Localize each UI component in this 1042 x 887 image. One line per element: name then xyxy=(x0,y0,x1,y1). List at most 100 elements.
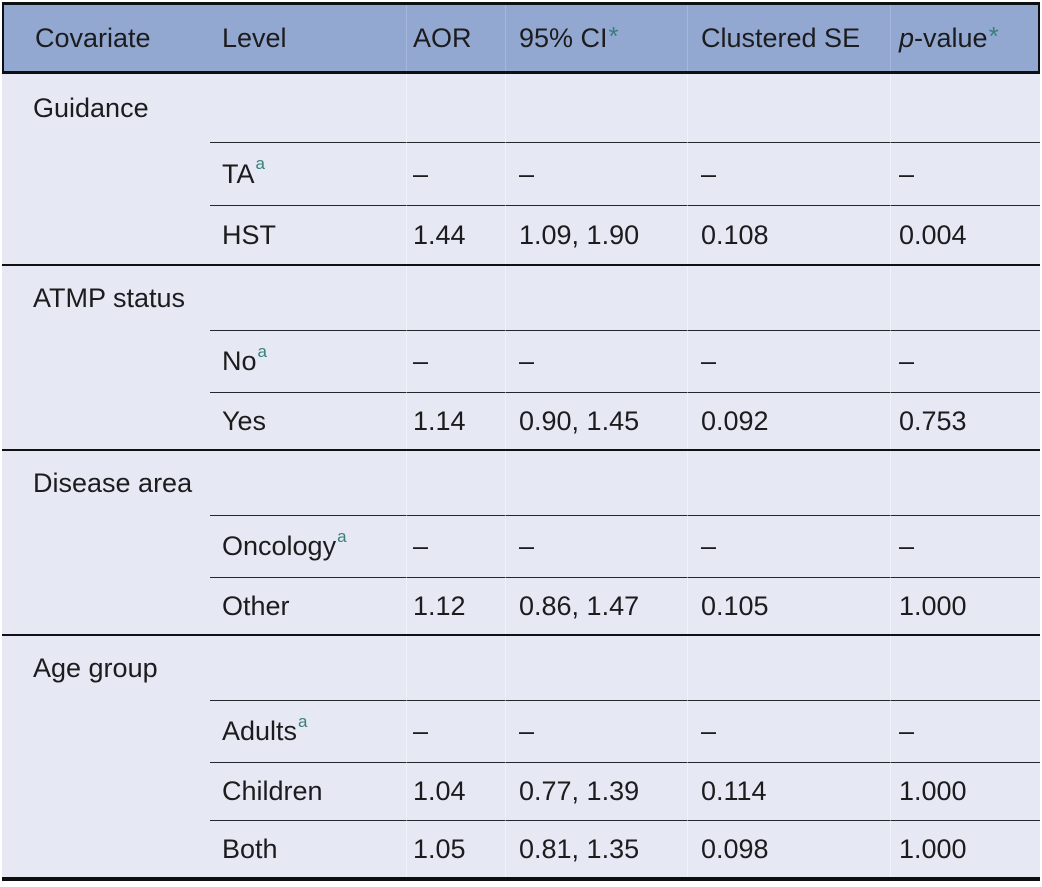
aor-cell: 1.04 xyxy=(406,763,505,821)
p-value-cell: – xyxy=(890,516,1040,578)
p-value-cell: – xyxy=(890,331,1040,393)
aor-cell: 1.44 xyxy=(406,206,505,264)
se-cell: 0.098 xyxy=(687,821,890,877)
level-label: Both xyxy=(222,833,278,864)
col-header-p-value: p -value * xyxy=(890,5,1038,71)
aor-cell: 1.12 xyxy=(406,578,505,634)
level-label: Yes xyxy=(222,405,267,436)
level-label: Children xyxy=(222,776,323,806)
covariate-cell xyxy=(2,578,210,634)
covariate-cell xyxy=(2,331,210,393)
p-value-cell: 1.000 xyxy=(890,821,1040,877)
level-label: Oncology xyxy=(222,531,337,561)
level-cell: TA a xyxy=(210,143,406,206)
reference-footnote-marker: a xyxy=(257,341,267,361)
level-cell: Other xyxy=(210,578,406,634)
covariate-cell xyxy=(2,206,210,264)
level-cell: HST xyxy=(210,206,406,264)
aor-cell xyxy=(406,451,505,516)
p-value-cell: – xyxy=(890,143,1040,206)
level-cell xyxy=(210,451,406,516)
covariate-name-row: ATMP status xyxy=(2,266,1040,331)
ci-cell: – xyxy=(505,701,687,763)
p-value-cell xyxy=(890,74,1040,143)
level-cell: Children xyxy=(210,763,406,821)
level-cell: No a xyxy=(210,331,406,393)
p-value-cell: 1.000 xyxy=(890,578,1040,634)
ci-cell: – xyxy=(505,331,687,393)
ci-cell: 0.90, 1.45 xyxy=(505,393,687,449)
col-header-level: Level xyxy=(222,22,287,53)
level-row: HST 1.44 1.09, 1.90 0.108 0.004 xyxy=(2,206,1040,266)
covariate-cell: Disease area xyxy=(33,468,193,498)
covariate-name-row: Age group xyxy=(2,636,1040,701)
covariate-cell: ATMP status xyxy=(33,283,186,313)
ci-cell: 1.09, 1.90 xyxy=(505,206,687,264)
level-row: Yes 1.14 0.90, 1.45 0.092 0.753 xyxy=(2,393,1040,451)
p-value-cell: 0.753 xyxy=(890,393,1040,449)
level-label: TA xyxy=(222,158,255,189)
level-cell: Yes xyxy=(210,393,406,449)
se-cell: – xyxy=(687,143,890,206)
aor-cell xyxy=(406,636,505,701)
ci-label: 95% CI xyxy=(519,22,608,53)
ci-cell: – xyxy=(505,143,687,206)
ci-cell: 0.86, 1.47 xyxy=(505,578,687,634)
aor-cell: – xyxy=(406,143,505,206)
covariate-name-row: Guidance xyxy=(2,74,1040,143)
aor-cell xyxy=(406,74,505,143)
se-cell: – xyxy=(687,701,890,763)
level-cell xyxy=(210,266,406,331)
level-cell: Adults a xyxy=(210,701,406,763)
se-cell xyxy=(687,636,890,701)
reference-footnote-marker: a xyxy=(298,711,308,731)
reference-footnote-marker: a xyxy=(255,154,265,173)
covariate-cell xyxy=(2,143,210,206)
level-row: No a – – – – xyxy=(2,331,1040,393)
p-value-footnote-asterisk: * xyxy=(988,20,999,51)
level-cell: Both xyxy=(210,821,406,877)
aor-cell xyxy=(406,266,505,331)
ci-cell: 0.81, 1.35 xyxy=(505,821,687,877)
ci-footnote-asterisk: * xyxy=(608,20,619,51)
col-header-clustered-se: Clustered SE xyxy=(687,5,890,71)
se-cell: 0.114 xyxy=(687,763,890,821)
aor-cell: 1.14 xyxy=(406,393,505,449)
table-body: Guidance TA a – – – – HST 1.44 1.09, 1.9… xyxy=(2,74,1040,881)
p-value-cell: – xyxy=(890,701,1040,763)
ci-cell xyxy=(505,266,687,331)
col-header-aor: AOR xyxy=(406,5,505,71)
level-row: TA a – – – – xyxy=(2,143,1040,206)
covariate-cell: Age group xyxy=(33,653,158,683)
level-cell xyxy=(210,636,406,701)
ci-cell: – xyxy=(505,516,687,578)
col-header-95ci: 95% CI * xyxy=(505,5,687,71)
p-value-cell: 1.000 xyxy=(890,763,1040,821)
p-value-label: -value xyxy=(914,22,988,53)
level-row: Both 1.05 0.81, 1.35 0.098 1.000 xyxy=(2,821,1040,877)
level-row: Children 1.04 0.77, 1.39 0.114 1.000 xyxy=(2,763,1040,821)
p-value-cell xyxy=(890,266,1040,331)
level-label: HST xyxy=(222,219,276,250)
se-cell xyxy=(687,266,890,331)
se-cell: 0.092 xyxy=(687,393,890,449)
covariate-cell xyxy=(2,516,210,578)
col-header-covariate: Covariate xyxy=(35,22,151,53)
aor-cell: – xyxy=(406,331,505,393)
ci-cell xyxy=(505,74,687,143)
se-cell: – xyxy=(687,331,890,393)
level-label: Adults xyxy=(222,716,298,746)
covariate-cell xyxy=(2,763,210,821)
se-cell xyxy=(687,451,890,516)
ci-cell xyxy=(505,451,687,516)
reference-footnote-marker: a xyxy=(337,526,347,546)
covariate-cell xyxy=(2,393,210,449)
level-cell xyxy=(210,74,406,143)
se-cell: 0.108 xyxy=(687,206,890,264)
aor-cell: – xyxy=(406,701,505,763)
ci-cell xyxy=(505,636,687,701)
p-value-cell: 0.004 xyxy=(890,206,1040,264)
table-header-row: Covariate Level AOR 95% CI * Clustered S… xyxy=(2,2,1040,74)
se-cell xyxy=(687,74,890,143)
